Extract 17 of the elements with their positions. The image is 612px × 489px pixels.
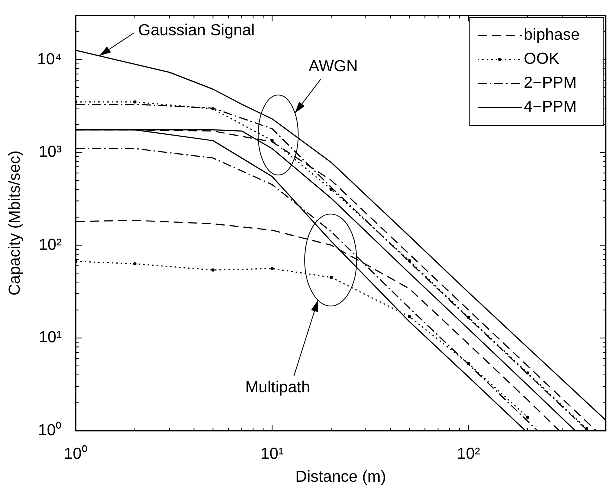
legend-label: 2−PPM: [524, 75, 577, 92]
x-tick-label: 10¹: [260, 446, 284, 464]
legend-label: biphase: [524, 27, 580, 44]
annotation: Gaussian Signal: [138, 22, 255, 40]
x-tick-label: 10²: [457, 446, 481, 464]
y-tick-label: 10⁰: [38, 421, 62, 440]
x-tick-label: 10⁰: [64, 445, 88, 464]
legend-label: 4−PPM: [524, 99, 577, 116]
y-tick-label: 10⁴: [37, 51, 62, 68]
legend-label: OOK: [524, 51, 560, 68]
y-axis-title: Capacity (Mbits/sec): [7, 150, 24, 296]
x-axis-title: Distance (m): [296, 468, 386, 486]
annotation: Multipath: [245, 380, 310, 397]
y-tick-label: 10¹: [38, 330, 62, 347]
annotation: AWGN: [308, 58, 358, 76]
y-tick-label: 10²: [38, 236, 63, 254]
y-tick-label: 10³: [38, 144, 63, 162]
